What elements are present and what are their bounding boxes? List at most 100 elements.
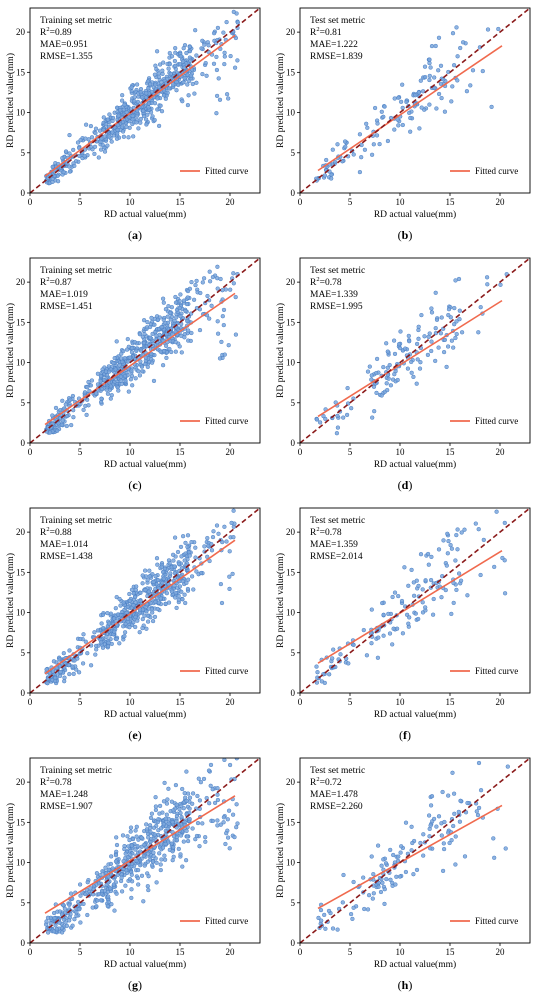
data-point (441, 349, 447, 355)
y-axis-label: RD predicted value(mm) (275, 803, 286, 898)
data-point (388, 383, 394, 388)
data-point (208, 783, 213, 788)
data-point (492, 564, 497, 570)
data-point (95, 382, 101, 387)
data-point (371, 891, 376, 896)
data-point (392, 351, 398, 357)
data-point (330, 926, 336, 931)
data-point (119, 889, 125, 894)
data-point (152, 101, 158, 106)
data-point (78, 893, 83, 898)
x-tick-label: 15 (176, 447, 186, 457)
data-point (144, 91, 149, 96)
data-point (136, 369, 141, 374)
data-point (173, 339, 178, 345)
data-point (162, 853, 167, 858)
r2-label: R (310, 778, 317, 788)
data-point (215, 264, 220, 269)
data-point (398, 329, 403, 334)
r2-label: R (40, 778, 47, 788)
y-tick-label: 0 (21, 438, 26, 448)
data-point (222, 758, 227, 763)
mae-metric: MAE=1.248 (40, 790, 88, 800)
data-point (178, 852, 183, 857)
data-point (227, 586, 232, 592)
data-point (442, 819, 447, 825)
data-point (185, 82, 190, 87)
legend-label: Fitted curve (205, 166, 248, 176)
data-point (351, 905, 356, 910)
data-point (502, 520, 507, 526)
data-point (158, 596, 163, 601)
data-point (173, 63, 178, 68)
data-point (134, 113, 140, 118)
data-point (140, 625, 145, 631)
data-point (161, 60, 166, 65)
data-point (165, 90, 170, 95)
data-point (96, 881, 102, 886)
data-point (133, 614, 138, 620)
data-point (227, 762, 233, 768)
data-point (127, 625, 132, 630)
data-point (455, 527, 460, 532)
data-point (454, 25, 459, 30)
data-point (433, 358, 438, 364)
data-point (318, 907, 324, 913)
data-point (142, 568, 148, 573)
data-point (428, 823, 433, 828)
data-point (63, 149, 69, 154)
data-point (114, 835, 119, 840)
data-point (227, 846, 232, 851)
data-point (211, 61, 217, 66)
data-point (384, 381, 389, 386)
data-point (374, 370, 379, 376)
y-tick-label: 15 (286, 567, 296, 577)
data-point (371, 872, 376, 877)
data-point (145, 831, 151, 837)
data-point (198, 780, 204, 785)
data-point (52, 916, 57, 921)
data-point (187, 806, 192, 811)
data-point (322, 680, 327, 686)
data-point (178, 292, 183, 297)
data-point (110, 130, 115, 135)
data-point (421, 832, 426, 837)
panel-caption-letter: b (402, 228, 409, 242)
data-point (379, 393, 384, 398)
data-point (153, 795, 158, 800)
data-point (233, 35, 239, 41)
r2-label: R (40, 528, 47, 538)
r2-label: R (310, 278, 317, 288)
y-tick-label: 10 (16, 608, 26, 618)
data-point (108, 611, 114, 616)
data-point (423, 578, 428, 583)
data-point (102, 149, 108, 154)
data-point (145, 364, 150, 370)
data-point (155, 107, 160, 112)
data-point (417, 366, 423, 371)
data-point (144, 626, 149, 631)
data-point (128, 377, 134, 382)
data-point (184, 301, 190, 307)
data-point (451, 345, 456, 350)
data-point (182, 592, 187, 597)
data-point (436, 814, 442, 819)
data-point (155, 317, 161, 322)
data-point (386, 611, 391, 617)
data-point (121, 107, 127, 112)
data-point (93, 126, 99, 131)
data-point (193, 282, 198, 288)
data-point (468, 83, 473, 88)
data-point (232, 65, 238, 70)
data-point (206, 43, 211, 48)
data-point (89, 378, 95, 383)
data-point (409, 824, 414, 829)
x-tick-label: 15 (446, 197, 456, 207)
data-point (411, 872, 416, 877)
data-point (62, 906, 68, 911)
data-point (187, 44, 192, 49)
data-point (181, 46, 186, 51)
data-point (174, 813, 180, 819)
data-point (199, 46, 204, 51)
